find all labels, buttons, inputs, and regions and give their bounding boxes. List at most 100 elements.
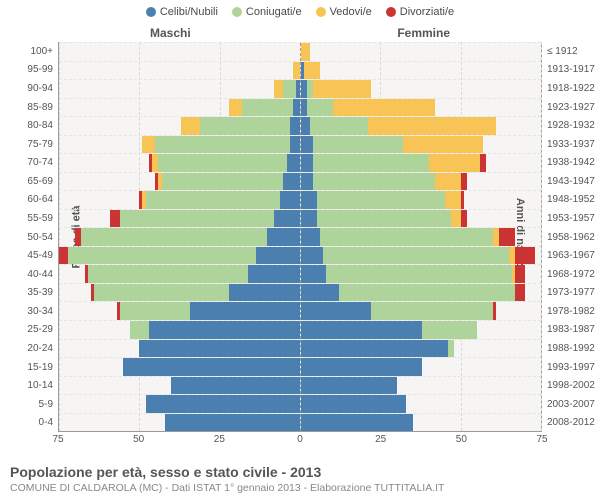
bar-seg-cel bbox=[290, 117, 300, 135]
legend-item: Vedovi/e bbox=[316, 6, 372, 18]
bar-seg-cel bbox=[301, 191, 317, 209]
bar-seg-cel bbox=[301, 377, 397, 395]
bar-seg-div bbox=[461, 173, 467, 191]
male-half bbox=[59, 340, 301, 358]
age-label: 70-74 bbox=[2, 153, 56, 172]
female-half bbox=[301, 62, 542, 80]
bar-seg-cel bbox=[301, 321, 423, 339]
legend-label: Coniugati/e bbox=[246, 6, 302, 18]
pyramid-row bbox=[59, 357, 541, 376]
pyramid-row bbox=[59, 135, 541, 154]
bar-seg-ved bbox=[274, 80, 284, 98]
bar-seg-con bbox=[317, 191, 445, 209]
male-header: Maschi bbox=[150, 26, 191, 40]
bar-seg-ved bbox=[142, 136, 155, 154]
bar-seg-div bbox=[461, 191, 464, 209]
bar-seg-cel bbox=[149, 321, 300, 339]
male-half bbox=[59, 395, 301, 413]
bar-seg-con bbox=[310, 117, 368, 135]
pyramid-row bbox=[59, 227, 541, 246]
bar-seg-con bbox=[146, 191, 281, 209]
pyramid-row bbox=[59, 116, 541, 135]
age-label: 25-29 bbox=[2, 321, 56, 340]
bar-seg-con bbox=[242, 99, 293, 117]
female-half bbox=[301, 43, 542, 61]
pyramid-row bbox=[59, 209, 541, 228]
bar-seg-ved bbox=[403, 136, 483, 154]
bar-seg-cel bbox=[296, 80, 299, 98]
bar-seg-cel bbox=[301, 302, 372, 320]
year-label: 1938-1942 bbox=[544, 153, 598, 172]
bar-seg-div bbox=[493, 302, 496, 320]
female-header: Femmine bbox=[397, 26, 450, 40]
bar-seg-cel bbox=[256, 247, 300, 265]
year-label: 1973-1977 bbox=[544, 284, 598, 303]
pyramid-row bbox=[59, 301, 541, 320]
female-half bbox=[301, 136, 542, 154]
bar-seg-cel bbox=[301, 228, 320, 246]
pyramid-row bbox=[59, 98, 541, 117]
age-label: 95-99 bbox=[2, 61, 56, 80]
female-half bbox=[301, 99, 542, 117]
bar-seg-cel bbox=[301, 265, 327, 283]
year-label: 1978-1982 bbox=[544, 302, 598, 321]
bar-seg-ved bbox=[181, 117, 200, 135]
age-label: 0-4 bbox=[2, 414, 56, 433]
year-label: 1993-1997 bbox=[544, 358, 598, 377]
age-label: 90-94 bbox=[2, 79, 56, 98]
bar-seg-cel bbox=[301, 117, 311, 135]
chart-title: Popolazione per età, sesso e stato civil… bbox=[10, 464, 590, 480]
year-label: 1923-1927 bbox=[544, 98, 598, 117]
age-label: 50-54 bbox=[2, 228, 56, 247]
bar-seg-con bbox=[339, 284, 515, 302]
x-tick: 50 bbox=[456, 434, 467, 445]
x-tick: 75 bbox=[52, 434, 63, 445]
bar-seg-ved bbox=[301, 43, 311, 61]
bar-seg-con bbox=[323, 247, 509, 265]
year-label: 1933-1937 bbox=[544, 135, 598, 154]
bar-seg-cel bbox=[190, 302, 299, 320]
bar-seg-div bbox=[515, 284, 525, 302]
female-half bbox=[301, 377, 542, 395]
bar-seg-con bbox=[68, 247, 255, 265]
bar-seg-div bbox=[515, 265, 525, 283]
bar-seg-div bbox=[461, 210, 467, 228]
bar-seg-con bbox=[422, 321, 477, 339]
male-half bbox=[59, 99, 301, 117]
bar-seg-cel bbox=[283, 173, 299, 191]
bar-seg-cel bbox=[287, 154, 300, 172]
footer: Popolazione per età, sesso e stato civil… bbox=[10, 464, 590, 494]
year-label: 1968-1972 bbox=[544, 265, 598, 284]
male-half bbox=[59, 154, 301, 172]
bar-seg-cel bbox=[301, 247, 323, 265]
legend-swatch bbox=[232, 7, 242, 17]
chart-subtitle: COMUNE DI CALDAROLA (MC) - Dati ISTAT 1°… bbox=[10, 482, 590, 494]
bar-seg-cel bbox=[301, 414, 413, 432]
year-label: 1998-2002 bbox=[544, 376, 598, 395]
bar-seg-cel bbox=[301, 358, 423, 376]
pyramid-row bbox=[59, 246, 541, 265]
bar-seg-ved bbox=[229, 99, 242, 117]
year-label: 1958-1962 bbox=[544, 228, 598, 247]
bar-seg-con bbox=[81, 228, 267, 246]
female-half bbox=[301, 284, 542, 302]
male-half bbox=[59, 191, 301, 209]
x-tick: 25 bbox=[375, 434, 386, 445]
pyramid-row bbox=[59, 339, 541, 358]
bar-seg-div bbox=[480, 154, 486, 172]
bar-seg-con bbox=[371, 302, 493, 320]
bar-seg-con bbox=[307, 99, 333, 117]
bar-seg-ved bbox=[313, 80, 371, 98]
bar-seg-cel bbox=[274, 210, 300, 228]
male-half bbox=[59, 358, 301, 376]
legend-swatch bbox=[146, 7, 156, 17]
pyramid-row bbox=[59, 153, 541, 172]
pyramid-row bbox=[59, 320, 541, 339]
pyramid-row bbox=[59, 42, 541, 61]
bar-seg-ved bbox=[429, 154, 480, 172]
female-half bbox=[301, 154, 542, 172]
bar-seg-con bbox=[155, 136, 290, 154]
age-label: 85-89 bbox=[2, 98, 56, 117]
bar-seg-con bbox=[283, 80, 296, 98]
legend-label: Celibi/Nubili bbox=[160, 6, 218, 18]
